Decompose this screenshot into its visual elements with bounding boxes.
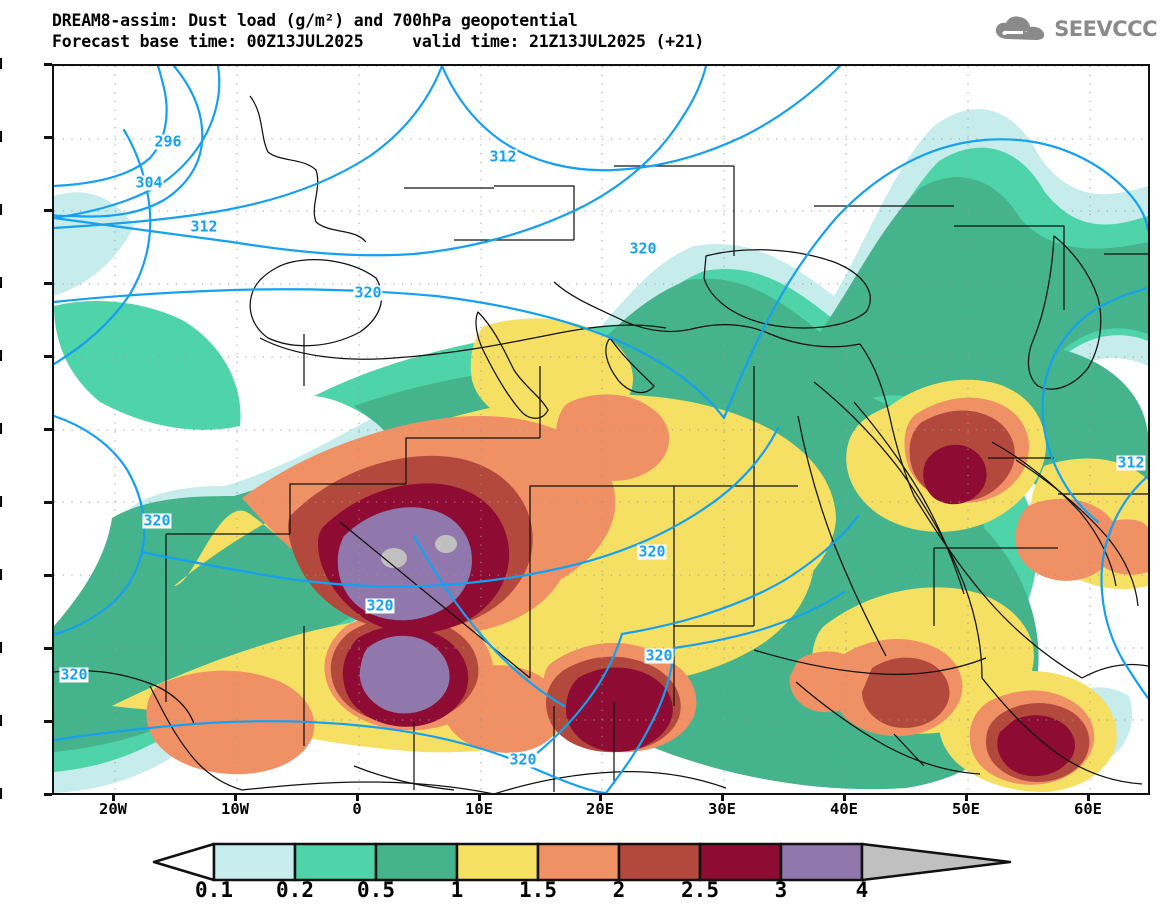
y-tick-label: 55N (0, 55, 3, 73)
x-tick-label: 50E (952, 800, 980, 818)
y-tick-mark (44, 209, 52, 212)
y-tick-label: 40N (0, 274, 3, 292)
contour-label: 320 (508, 750, 538, 769)
x-tick-mark (843, 793, 846, 801)
colorbar-tick-label: 2 (612, 878, 626, 902)
y-tick-label: 30N (0, 420, 3, 438)
contour-label: 296 (153, 132, 183, 151)
colorbar-tick-label: 1 (450, 878, 464, 902)
seevccc-logo: SEEVCCC (993, 14, 1157, 44)
x-tick-label: 10E (465, 800, 493, 818)
colorbar-tick-label: 0.2 (276, 878, 314, 902)
y-tick-label: 50N (0, 128, 3, 146)
y-tick-label: 45N (0, 201, 3, 219)
contour-label: 320 (365, 596, 395, 615)
x-tick-label: 10W (221, 800, 249, 818)
x-tick-label: 30E (708, 800, 736, 818)
y-tick-mark (44, 136, 52, 139)
contour-label: 304 (134, 173, 164, 192)
y-tick-label: 25N (0, 493, 3, 511)
colorbar-tick-label: 0.1 (195, 878, 233, 902)
contour-label: 312 (1116, 453, 1146, 472)
dust-band-3p0 (337, 507, 472, 714)
colorbar-tick-label: 3 (774, 878, 788, 902)
contour-label: 312 (488, 147, 518, 166)
y-tick-label: 10N (0, 712, 3, 730)
forecast-time-line: Forecast base time: 00Z13JUL2025 valid t… (52, 32, 705, 51)
x-tick-label: 0 (352, 800, 362, 818)
x-tick-label: 60E (1074, 800, 1102, 818)
x-tick-mark (356, 793, 359, 801)
geopotential-contours (54, 66, 1148, 793)
contour-label: 320 (59, 665, 89, 684)
colorbar-tick-label: 4 (855, 878, 869, 902)
x-tick-label: 40E (830, 800, 858, 818)
cloud-arrow-icon (996, 16, 1045, 40)
y-tick-mark (44, 63, 52, 66)
y-tick-label: 20N (0, 566, 3, 584)
colorbar-tick-label: 2.5 (681, 878, 719, 902)
y-tick-mark (44, 720, 52, 723)
coastlines-and-borders (54, 95, 1148, 793)
x-tick-mark (478, 793, 481, 801)
contour-label: 320 (142, 511, 172, 530)
map-canvas: 296 304 312 312 320 320 320 320 320 320 … (54, 66, 1148, 793)
y-tick-mark (44, 428, 52, 431)
page-title: DREAM8-assim: Dust load (g/m²) and 700hP… (52, 11, 578, 30)
y-tick-label: 35N (0, 347, 3, 365)
y-tick-mark (44, 647, 52, 650)
x-tick-mark (965, 793, 968, 801)
contour-label: 320 (353, 283, 383, 302)
x-tick-mark (234, 793, 237, 801)
x-tick-label: 20W (99, 800, 127, 818)
contour-label: 320 (628, 239, 658, 258)
y-tick-mark (44, 574, 52, 577)
x-tick-mark (721, 793, 724, 801)
x-tick-mark (1087, 793, 1090, 801)
chart-title-block: DREAM8-assim: Dust load (g/m²) and 700hP… (52, 10, 892, 52)
colorbar: 0.1 0.2 0.5 1 1.5 2 2.5 3 4 (0, 838, 1165, 907)
dust-load-field (54, 66, 1148, 793)
map-plot-area: 296 304 312 312 320 320 320 320 320 320 … (52, 64, 1150, 795)
y-tick-label: 15N (0, 639, 3, 657)
contour-label: 312 (189, 217, 219, 236)
colorbar-tick-label: 1.5 (519, 878, 557, 902)
y-tick-mark (44, 793, 52, 796)
colorbar-swatches (152, 842, 1012, 882)
y-tick-label: 5N (0, 785, 3, 803)
x-tick-mark (112, 793, 115, 801)
logo-text: SEEVCCC (1054, 17, 1157, 41)
y-tick-mark (44, 282, 52, 285)
x-tick-mark (599, 793, 602, 801)
dust-band-4p0 (381, 535, 457, 568)
contour-label: 320 (637, 542, 667, 561)
y-tick-mark (44, 501, 52, 504)
colorbar-tick-label: 0.5 (357, 878, 395, 902)
x-tick-label: 20E (586, 800, 614, 818)
y-tick-mark (44, 355, 52, 358)
contour-label: 320 (644, 646, 674, 665)
